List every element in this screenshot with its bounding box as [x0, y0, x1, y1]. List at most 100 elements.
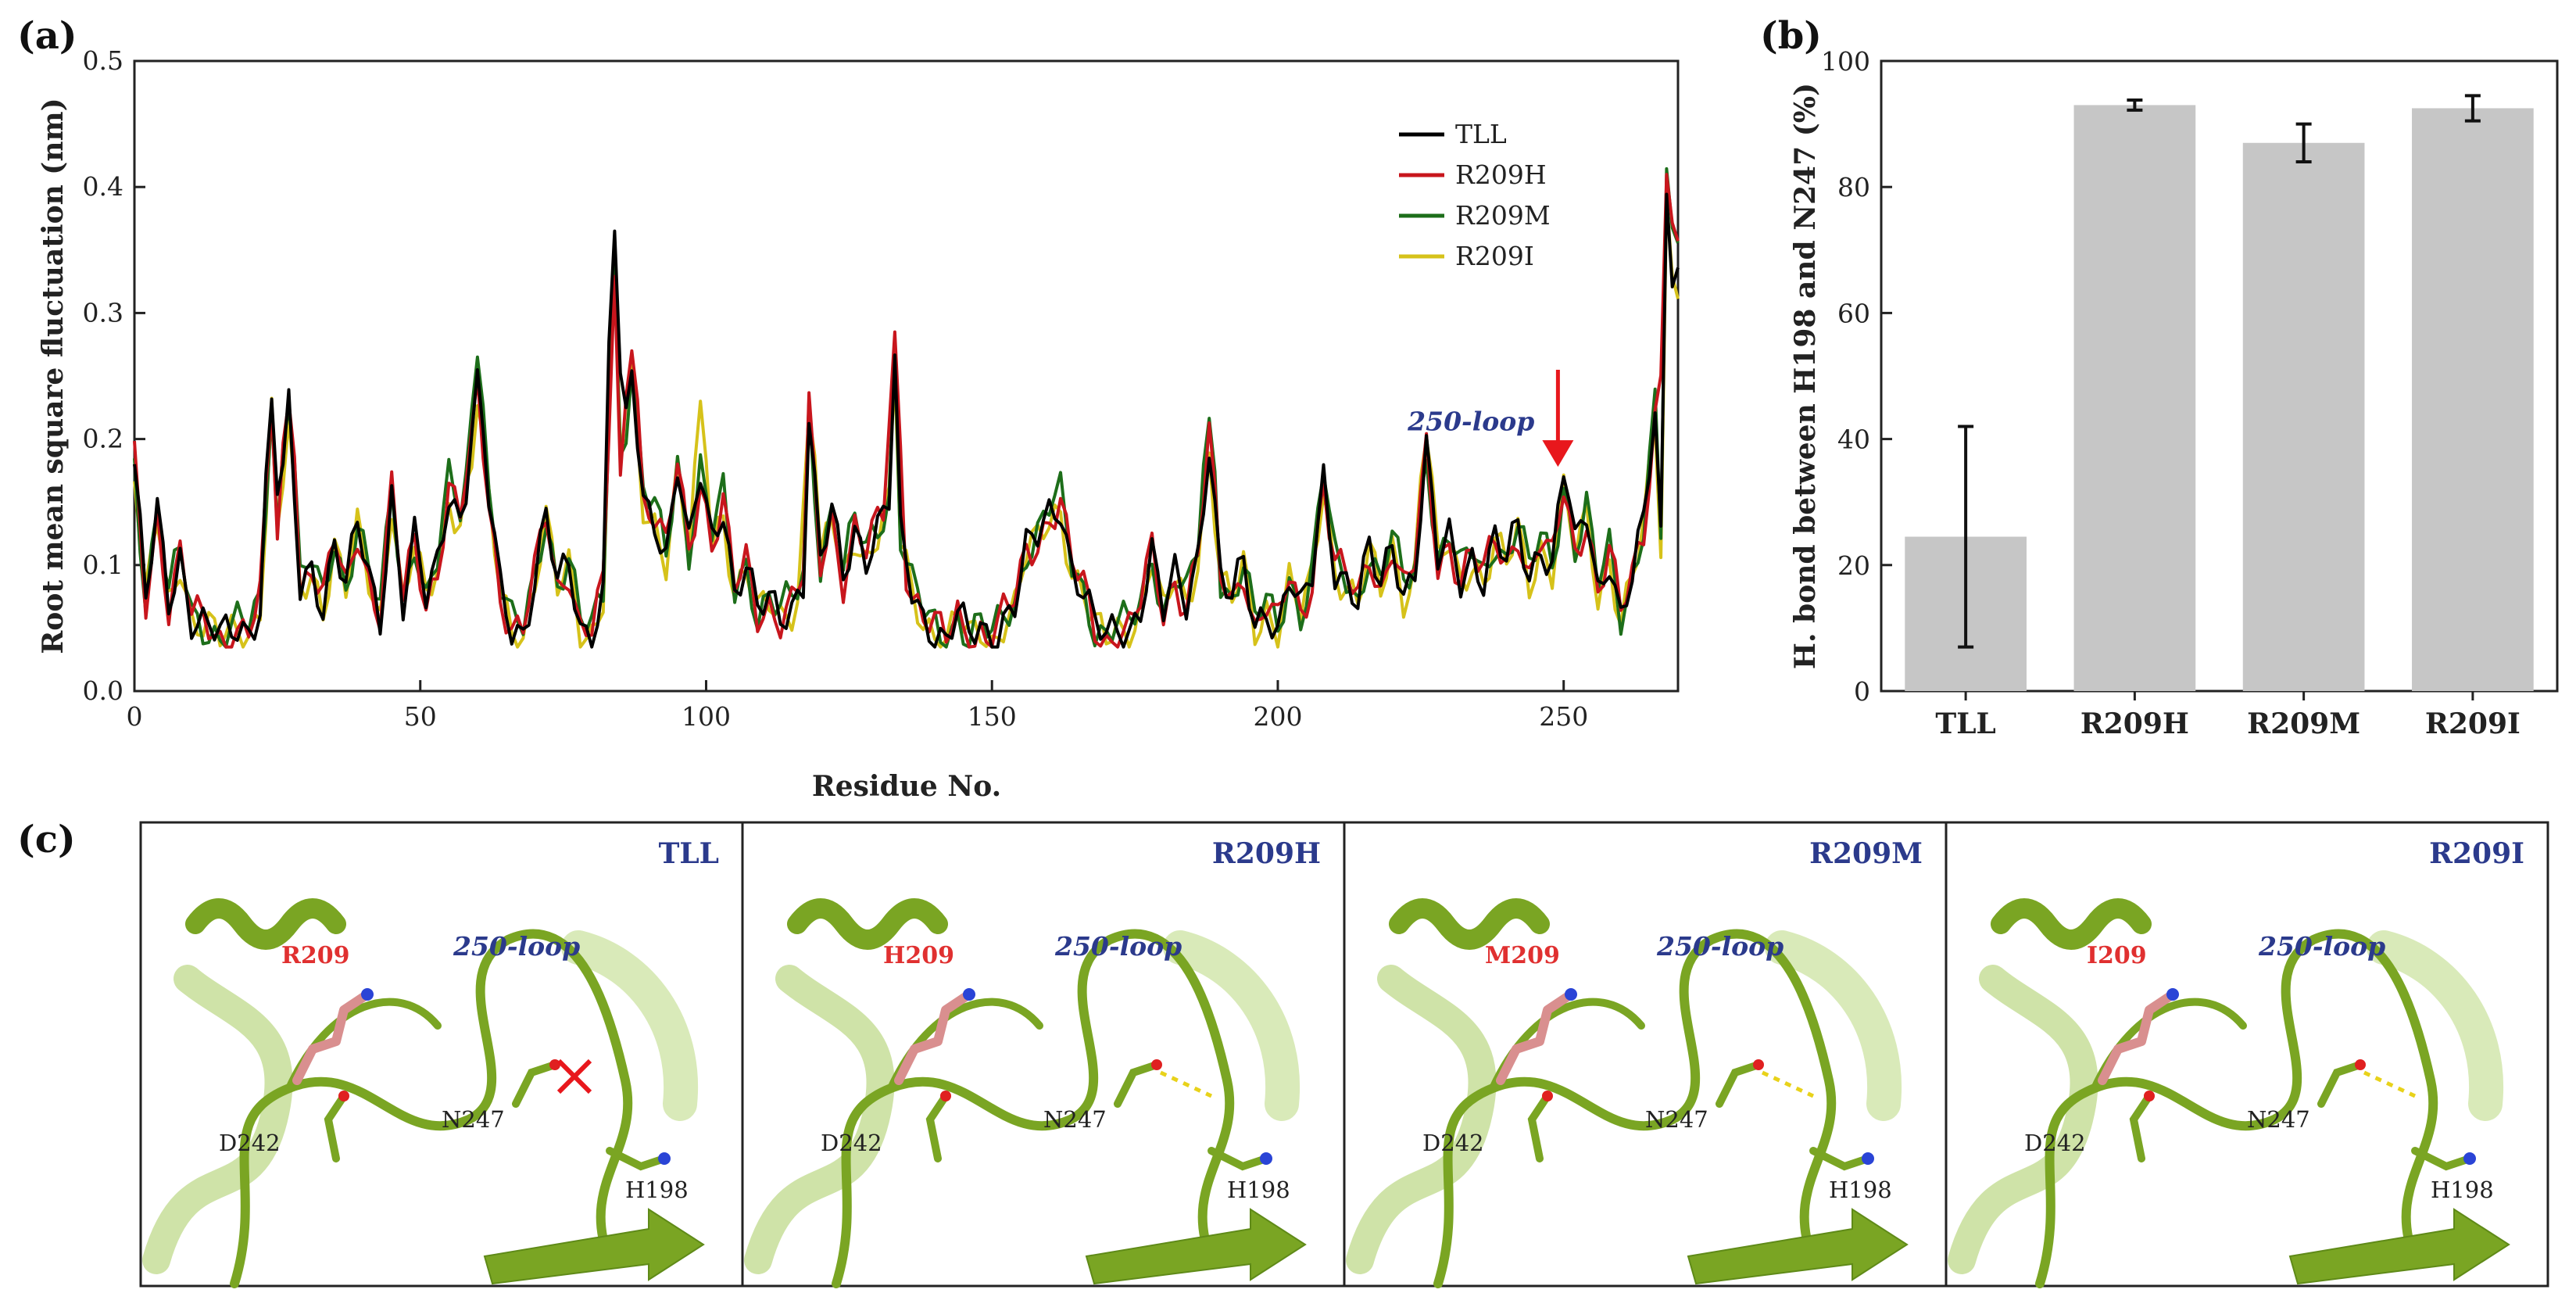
broken-hbond-cross [556, 1058, 592, 1094]
residue-label-h198: H198 [1227, 1177, 1290, 1203]
loop-label: 250-loop [1656, 931, 1784, 962]
hbond-x-tick-label: R209M [2247, 707, 2360, 740]
hbond-y-tick-label: 20 [1837, 550, 1870, 581]
backbone-loop [2035, 929, 2438, 1288]
nitrogen-atom [361, 988, 374, 1001]
nitrogen-atom [1260, 1152, 1272, 1165]
loop-annotation-label: 250-loop [1407, 406, 1534, 436]
structure-panel-title: R209H [1212, 837, 1321, 870]
loop-label: 250-loop [453, 931, 580, 962]
beta-strand-arrow [1085, 1208, 1307, 1285]
residue-label-d242: D242 [821, 1130, 882, 1156]
h198-sticks [1208, 1147, 1270, 1171]
oxygen-atom [1753, 1059, 1764, 1070]
background-helix-right [1163, 930, 1301, 1121]
residue-label-d242: D242 [219, 1130, 281, 1156]
structure-panel-title: R209I [2429, 837, 2524, 870]
rmsf-x-tick-label: 200 [1253, 701, 1302, 732]
residue-label-n247: N247 [2247, 1106, 2310, 1133]
backbone-loop [832, 929, 1235, 1288]
d242-sticks [324, 1092, 348, 1162]
rmsf-y-tick-label: 0.5 [83, 45, 123, 76]
nitrogen-atom [2463, 1152, 2476, 1165]
oxygen-atom [1151, 1059, 1162, 1070]
legend-entry-r209i: R209I [1455, 241, 1534, 271]
residue-label-h198: H198 [1829, 1177, 1892, 1203]
background-helix [1948, 965, 2098, 1274]
legend-entry-tll: TLL [1455, 119, 1507, 149]
hbond-x-tick-label: TLL [1935, 707, 1995, 740]
helix-ribbon [185, 898, 346, 950]
residue-label-n247: N247 [1645, 1106, 1708, 1133]
d242-sticks [1527, 1092, 1551, 1162]
residue-label-h198: H198 [2431, 1177, 2494, 1203]
hbond-chart: 0 20 40 60 80 100 TLL R209H R209M R209I H. bond … [1789, 46, 2559, 740]
rmsf-x-axis-title: Residue No. [812, 770, 1001, 803]
n247-sticks [1716, 1061, 1762, 1108]
nitrogen-atom [658, 1152, 671, 1165]
mutant-residue-sticks [1496, 990, 1576, 1085]
hbond-dashes [1761, 1070, 1815, 1098]
backbone-loop [230, 929, 633, 1288]
mutant-residue-label: I209 [2087, 942, 2147, 969]
rmsf-x-tick-label: 150 [968, 701, 1017, 732]
rmsf-x-tick-label: 0 [127, 701, 143, 732]
mutant-residue-label: R209 [281, 942, 350, 969]
hbond-y-tick-label: 100 [1821, 46, 1870, 77]
beta-strand-arrow [1687, 1208, 1909, 1285]
loop-label: 250-loop [1054, 931, 1182, 962]
mutant-residue-sticks [292, 990, 372, 1085]
residue-label-d242: D242 [1422, 1130, 1484, 1156]
hbond-bar-r209i [2412, 108, 2534, 691]
loop-arrow-head [1542, 440, 1574, 467]
background-helix [1346, 965, 1497, 1274]
residue-label-n247: N247 [1043, 1106, 1107, 1133]
background-helix-right [561, 930, 699, 1121]
panel-label-c: (c) [17, 818, 76, 861]
oxygen-atom [940, 1091, 951, 1101]
hbond-x-tick-label: R209H [2080, 707, 2189, 740]
d242-sticks [925, 1092, 950, 1162]
structure-panels: TLL R209 250-loop D242 N247 H198 R209H H209 250-… [139, 821, 2549, 1288]
hbond-plot-frame [1880, 59, 2559, 693]
panel-label-a: (a) [17, 14, 77, 58]
structure-panel-r209h: R209H H209 250-loop D242 N247 H198 [741, 822, 1321, 1288]
rmsf-y-tick-label: 0.4 [83, 171, 123, 202]
background-helix-right [1765, 930, 1902, 1121]
legend-entry-r209m: R209M [1455, 200, 1551, 231]
backbone-loop [1433, 929, 1837, 1288]
mutant-residue-label: M209 [1485, 942, 1560, 969]
hbond-y-tick-label: 80 [1837, 172, 1870, 202]
structure-panel-title: R209M [1809, 837, 1923, 870]
h198-sticks [2411, 1147, 2474, 1171]
hbond-y-tick-label: 40 [1837, 424, 1870, 455]
h198-sticks [1809, 1147, 1872, 1171]
rmsf-y-tick-label: 0.1 [83, 550, 123, 580]
hbond-y-axis-title: H. bond between H198 and N247 (%) [1789, 83, 1822, 669]
loop-annotation: 250-loop [1407, 369, 1574, 467]
n247-sticks [2317, 1061, 2364, 1108]
n247-sticks [512, 1061, 559, 1108]
rmsf-legend: TLL R209H R209M R209I [1399, 119, 1551, 271]
panel-label-b: (b) [1760, 14, 1822, 58]
rmsf-series-line-tll [133, 192, 1680, 649]
nitrogen-atom [1565, 988, 1577, 1001]
rmsf-y-tick-label: 0.3 [83, 297, 123, 328]
rmsf-chart: 0 50 100 150 200 250 0.0 0.1 0.2 0.3 0.4 0.5 Residu… [37, 45, 1680, 803]
hbond-x-tick-label: R209I [2425, 707, 2521, 740]
h198-sticks [606, 1147, 668, 1171]
rmsf-x-tick-label: 50 [404, 701, 437, 732]
rmsf-y-axis-title: Root mean square fluctuation (nm) [37, 98, 70, 654]
beta-strand-arrow [483, 1208, 705, 1285]
structure-panel-r209m: R209M M209 250-loop D242 N247 H198 [1343, 822, 1923, 1288]
rmsf-y-tick-label: 0.0 [83, 675, 123, 706]
rmsf-plot-frame [133, 59, 1680, 693]
rmsf-x-tick-label: 250 [1539, 701, 1588, 732]
background-helix [142, 965, 293, 1274]
oxygen-atom [1542, 1091, 1553, 1101]
background-helix-right [2367, 930, 2504, 1121]
nitrogen-atom [963, 988, 975, 1001]
rmsf-x-tick-label: 100 [682, 701, 731, 732]
residue-label-d242: D242 [2024, 1130, 2086, 1156]
